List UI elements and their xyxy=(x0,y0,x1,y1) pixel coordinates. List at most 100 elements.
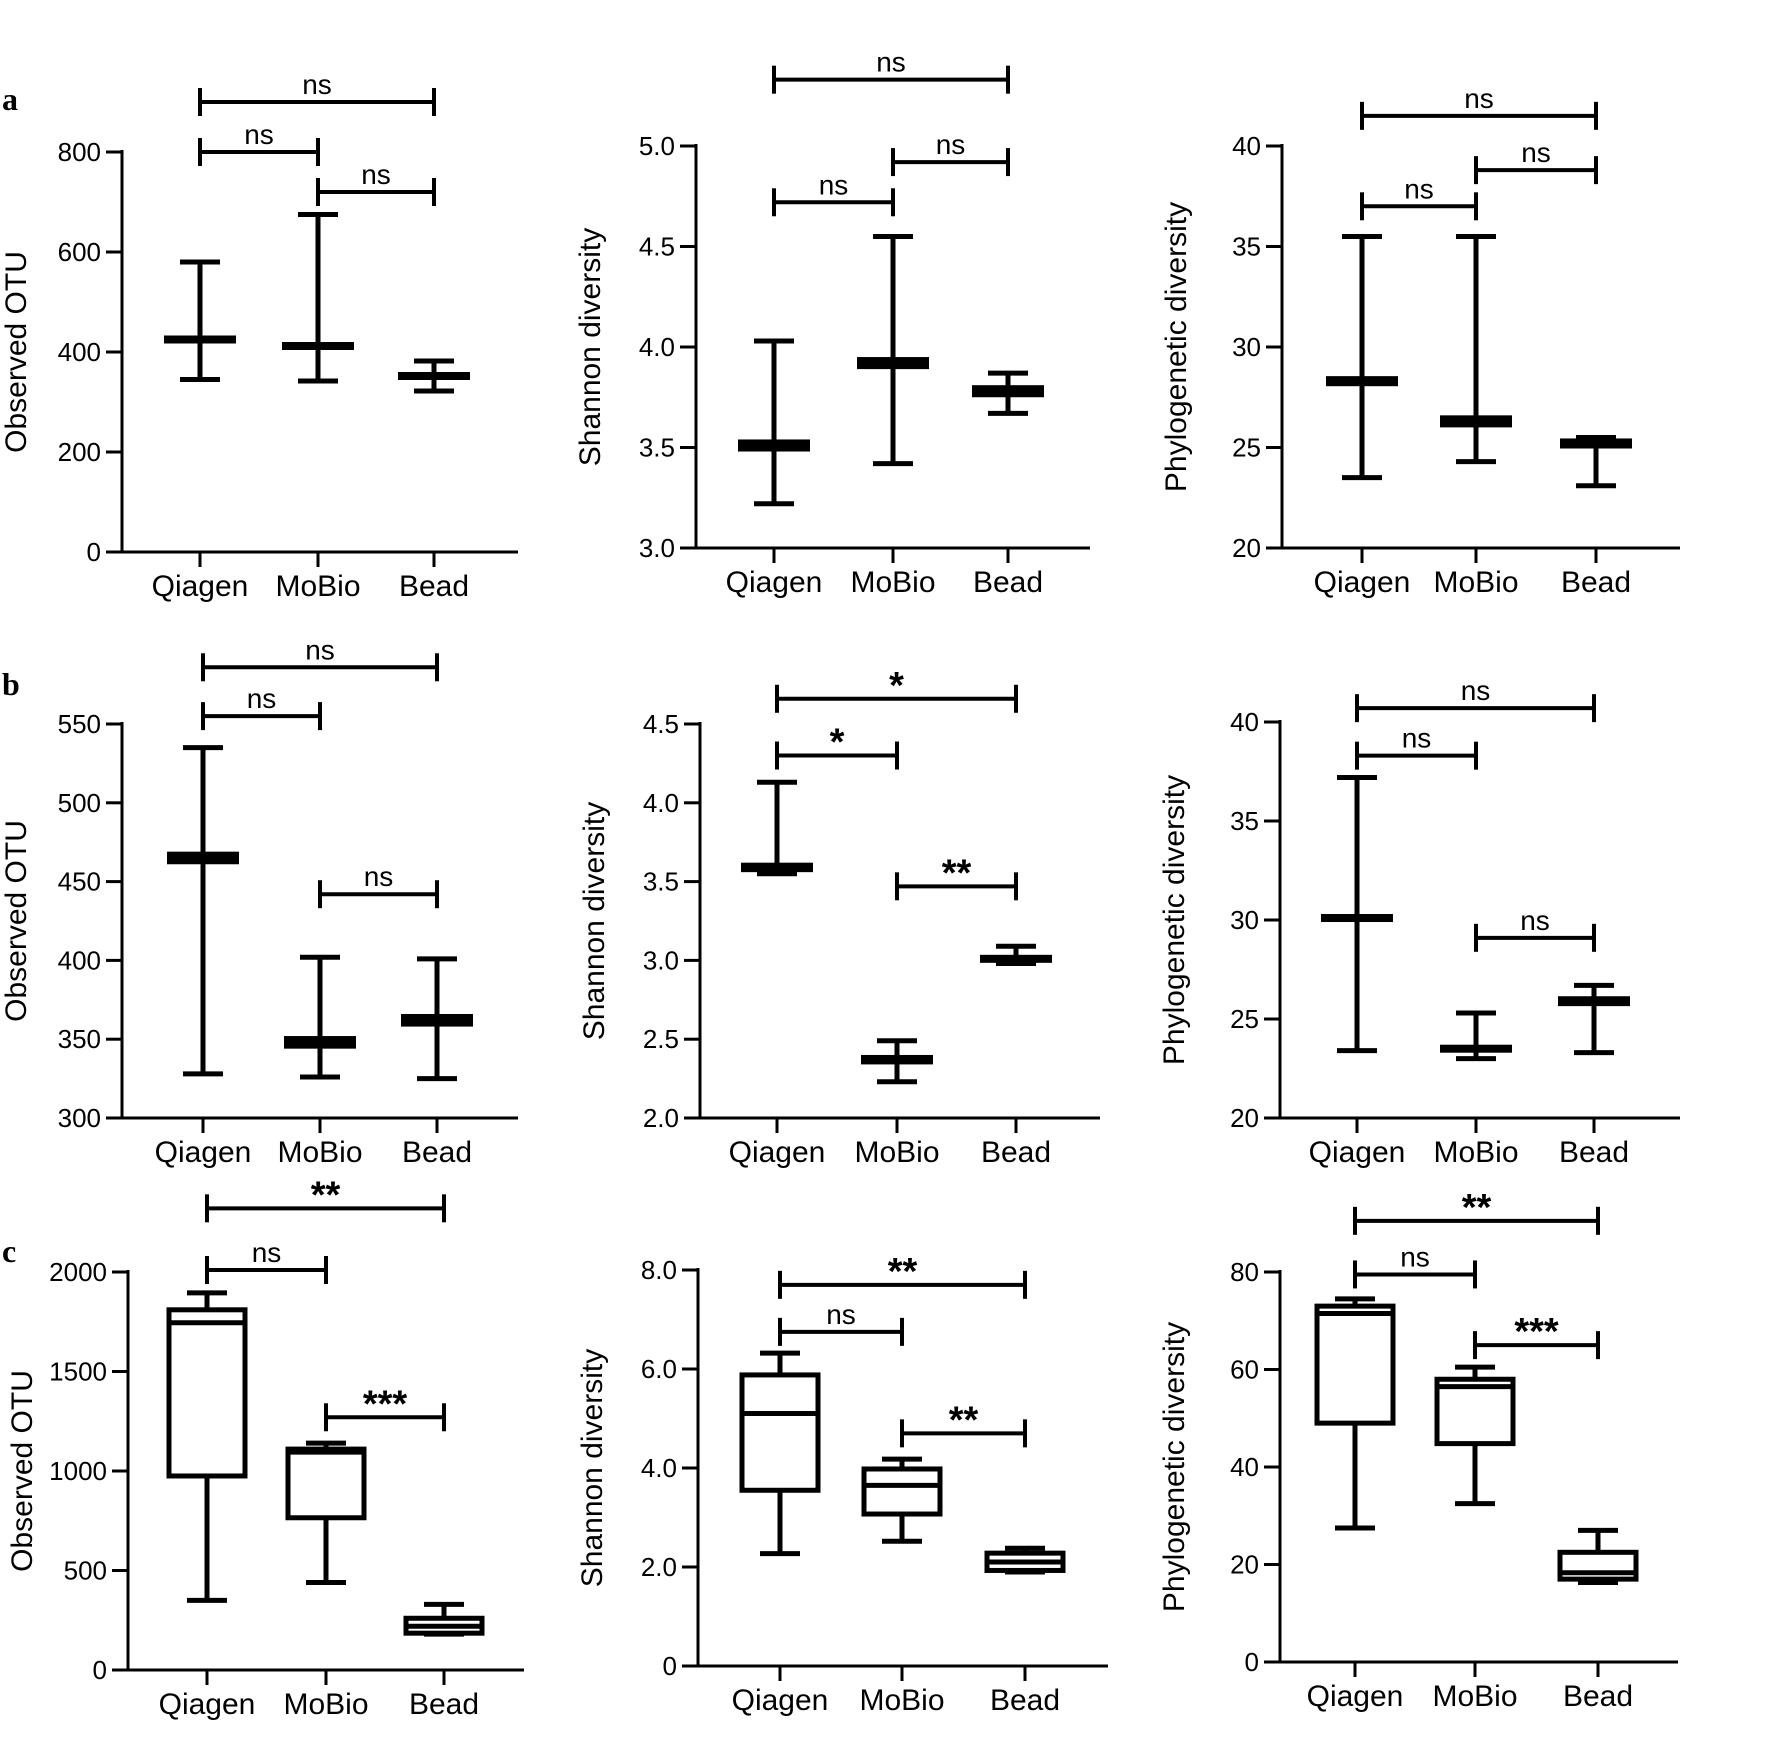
y-axis-title: Observed OTU xyxy=(0,251,33,453)
iqr-band xyxy=(401,1013,473,1027)
iqr-band xyxy=(284,1036,356,1049)
x-category-label: MoBio xyxy=(277,1136,362,1169)
significance-bracket: ns xyxy=(316,159,436,206)
iqr-band xyxy=(741,862,813,873)
iqr-box xyxy=(739,1372,821,1493)
box-bead xyxy=(403,1601,485,1637)
x-category-label: MoBio xyxy=(1432,1680,1517,1713)
significance-bracket: ns xyxy=(201,683,322,731)
significance-bracket: ns xyxy=(198,119,320,166)
y-axis-title: Phylogenetic diversity xyxy=(1160,202,1193,492)
x-category-label: Bead xyxy=(973,566,1043,599)
x-category-label: MoBio xyxy=(275,570,360,603)
chart-a-1: 0 200 400 600 800 Qiagen MoBio Bead Observed OTU… xyxy=(0,69,518,603)
significance-label: ns xyxy=(361,159,391,190)
significance-bracket: * xyxy=(775,665,1018,713)
iqr-band xyxy=(972,385,1044,398)
significance-bracket: ** xyxy=(900,1399,1027,1448)
y-tick-label: 30 xyxy=(1230,905,1259,935)
significance-label: ns xyxy=(876,47,906,78)
y-tick-label: 4.0 xyxy=(643,788,679,818)
y-axis-title: Shannon diversity xyxy=(574,228,607,466)
box-bead xyxy=(398,358,470,394)
significance-label: ns xyxy=(826,1299,856,1330)
y-tick-label: 5.0 xyxy=(639,131,675,161)
box-qiagen xyxy=(1321,774,1393,1054)
x-category-label: Bead xyxy=(399,570,469,603)
iqr-band xyxy=(282,342,354,350)
box-qiagen xyxy=(1326,233,1398,481)
iqr-band xyxy=(861,1054,933,1065)
chart-a-2: 3.0 3.5 4.0 4.5 5.0 Qiagen MoBio Bead Shannon di… xyxy=(574,47,1090,599)
y-tick-label: 4.0 xyxy=(639,332,675,362)
significance-label: ns xyxy=(305,634,335,665)
significance-bracket: ns xyxy=(772,47,1010,94)
y-tick-label: 300 xyxy=(58,1103,101,1133)
significance-label: ns xyxy=(244,119,274,150)
y-axis-title: Observed OTU xyxy=(0,820,33,1022)
significance-label: ns xyxy=(1402,723,1432,754)
y-tick-label: 2.0 xyxy=(641,1552,677,1582)
iqr-band xyxy=(738,439,810,452)
significance-bracket: *** xyxy=(324,1383,446,1432)
y-tick-label: 20 xyxy=(1230,1103,1259,1133)
box-mobio xyxy=(861,1038,933,1085)
significance-bracket: ns xyxy=(1355,675,1596,723)
iqr-band xyxy=(980,954,1052,963)
y-tick-label: 20 xyxy=(1232,533,1261,563)
significance-bracket: ** xyxy=(1353,1187,1600,1235)
x-category-label: Qiagen xyxy=(1307,1680,1404,1713)
box-mobio xyxy=(284,954,356,1080)
significance-label: ** xyxy=(311,1174,341,1216)
y-axis-title: Shannon diversity xyxy=(578,802,611,1040)
box-bead xyxy=(972,370,1044,416)
x-category-label: Bead xyxy=(402,1136,472,1169)
iqr-band xyxy=(1560,438,1632,449)
chart-c-1: 0 500 1000 1500 2000 Qiagen MoBio Bead Observed … xyxy=(6,1174,524,1721)
significance-label: ns xyxy=(1464,83,1494,114)
significance-bracket: ** xyxy=(205,1174,446,1223)
chart-a-3: 20 25 30 35 40 Qiagen MoBio Bead Phylogenetic di… xyxy=(1160,83,1680,599)
y-tick-label: 2000 xyxy=(49,1257,107,1287)
y-tick-label: 4.5 xyxy=(643,709,679,739)
y-tick-label: 4.5 xyxy=(639,232,675,262)
iqr-band xyxy=(167,851,239,865)
y-axis-title: Shannon diversity xyxy=(576,1349,609,1587)
chart-c-2: 0 2.0 4.0 6.0 8.0 Qiagen MoBio Bead Shannon dive… xyxy=(576,1251,1108,1717)
y-tick-label: 800 xyxy=(58,137,101,167)
y-tick-label: 25 xyxy=(1232,433,1261,463)
significance-bracket: ns xyxy=(1353,1241,1477,1289)
box-bead xyxy=(984,1545,1066,1575)
x-category-label: MoBio xyxy=(1433,566,1518,599)
iqr-box xyxy=(166,1307,248,1479)
significance-label: ns xyxy=(302,69,332,100)
x-category-label: MoBio xyxy=(850,566,935,599)
box-bead xyxy=(1558,982,1630,1056)
iqr-band xyxy=(398,372,470,380)
y-tick-label: 1500 xyxy=(49,1357,107,1387)
box-mobio xyxy=(282,212,354,384)
box-qiagen xyxy=(739,1350,821,1557)
box-qiagen xyxy=(1314,1296,1396,1531)
significance-label: *** xyxy=(363,1383,408,1425)
significance-label: ns xyxy=(1404,173,1434,204)
y-axis-title: Observed OTU xyxy=(6,1370,39,1572)
iqr-box xyxy=(861,1466,943,1517)
significance-bracket: ns xyxy=(198,69,436,116)
significance-bracket: ns xyxy=(318,861,439,909)
significance-label: ** xyxy=(949,1399,979,1441)
significance-label: ns xyxy=(247,683,277,714)
box-qiagen xyxy=(741,779,813,877)
significance-label: ns xyxy=(1520,905,1550,936)
significance-bracket: ns xyxy=(1474,905,1596,952)
chart-b-2: 2.0 2.5 3.0 3.5 4.0 4.5 Qiagen MoBio Bead Shannon… xyxy=(578,665,1100,1169)
panel-letter-c: c xyxy=(2,1233,16,1269)
significance-label: ** xyxy=(942,852,972,894)
box-qiagen xyxy=(738,338,810,507)
significance-bracket: * xyxy=(775,722,899,770)
y-tick-label: 350 xyxy=(58,1024,101,1054)
box-bead xyxy=(401,956,473,1082)
iqr-box xyxy=(1434,1376,1516,1447)
significance-bracket: ** xyxy=(895,852,1018,901)
y-axis-title: Phylogenetic diversity xyxy=(1158,1322,1191,1612)
